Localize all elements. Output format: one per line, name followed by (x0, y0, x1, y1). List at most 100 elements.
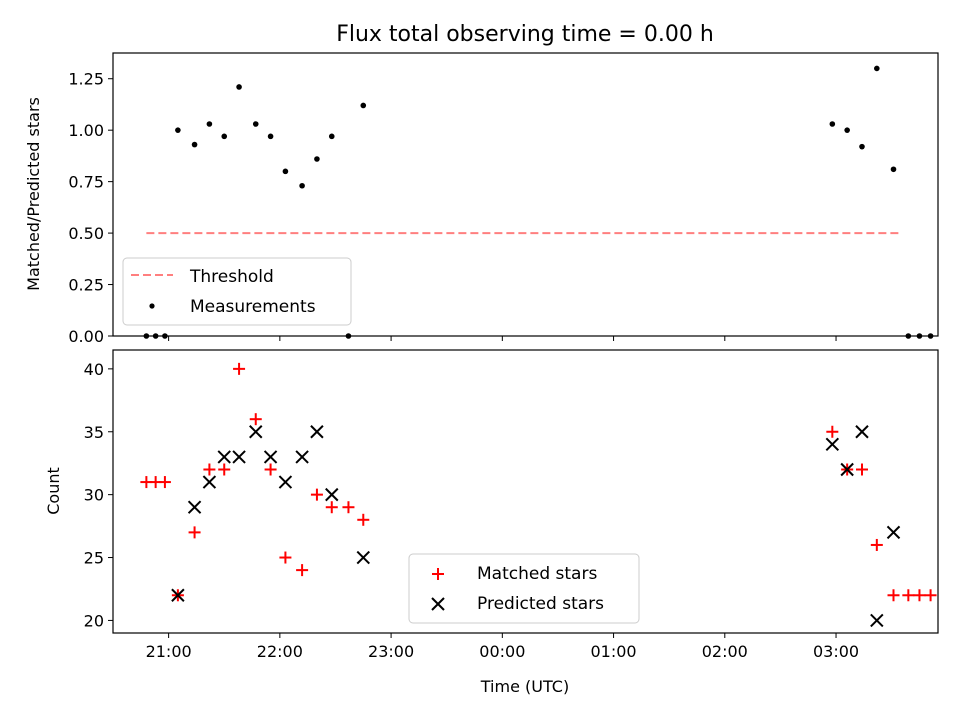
measurement-point (829, 121, 836, 127)
top-y-axis: 0.00 0.25 0.50 0.75 1.00 1.25 (68, 70, 113, 346)
bottom-plot-area (140, 362, 937, 628)
bottom-y-tick-label: 25 (84, 549, 104, 568)
top-panel: 0.00 0.25 0.50 0.75 1.00 1.25 Matched/Predict… (24, 52, 939, 346)
predicted-star-point (840, 462, 854, 477)
top-y-axis-label: Matched/Predicted stars (24, 97, 43, 291)
bottom-x-tick-label: 03:00 (813, 642, 859, 661)
predicted-star-point (187, 500, 202, 514)
bottom-axes-frame (112, 349, 939, 634)
measurement-point (191, 141, 198, 148)
predicted-marker-b (202, 475, 217, 489)
matched-star-point (870, 538, 883, 551)
matched-star-point (325, 501, 338, 514)
predicted-star-point (249, 425, 263, 439)
matched-star-point (826, 425, 839, 438)
bottom-y-tick-label: 20 (84, 611, 104, 630)
legend-predicted-label: Predicted stars (477, 594, 604, 614)
top-y-tick-label: 0.50 (68, 224, 104, 243)
matched-star-point (342, 501, 355, 514)
measurement-point (206, 121, 213, 127)
predicted-star-point (295, 450, 309, 464)
bottom-y-axis-label: Count (44, 467, 63, 515)
predicted-marker-b (855, 425, 869, 439)
bottom-y-tick-label: 30 (84, 486, 104, 505)
measurement-point (844, 127, 850, 133)
bottom-x-axis: 21:00 22:00 23:00 00:00 01:00 02:00 03:00 (146, 633, 859, 661)
measurement-point (890, 166, 897, 173)
matched-star-point (279, 551, 292, 564)
predicted-marker-b (295, 450, 309, 464)
predicted-star-point (325, 487, 339, 502)
matched-star-point (296, 564, 309, 577)
predicted-star-point (232, 450, 246, 464)
predicted-marker-b (217, 450, 231, 464)
predicted-marker-b (263, 450, 278, 464)
top-axes-frame (112, 52, 939, 337)
predicted-star-point (870, 613, 884, 628)
matched-star-point (855, 463, 868, 476)
matched-star-point (249, 413, 262, 426)
predicted-star-point (855, 425, 869, 439)
measurement-point (299, 182, 305, 189)
bottom-x-tick-label: 22:00 (257, 642, 303, 661)
top-plot-area (143, 65, 934, 339)
measurement-point (267, 133, 274, 140)
predicted-marker-b (870, 613, 884, 628)
predicted-star-point (356, 550, 370, 565)
predicted-star-point (310, 425, 324, 439)
legend-matched-label: Matched stars (477, 564, 597, 584)
matched-star-point (887, 589, 900, 602)
matched-star-point (902, 589, 915, 602)
matched-star-point (913, 589, 926, 602)
predicted-marker-b (171, 588, 185, 602)
bottom-x-tick-label: 01:00 (591, 642, 637, 661)
measurement-point (874, 65, 880, 72)
measurement-point (236, 84, 242, 90)
predicted-marker-b (249, 425, 263, 439)
matched-star-point (357, 513, 370, 526)
measurement-point (859, 143, 865, 150)
predicted-star-point (171, 588, 185, 602)
predicted-star-point (886, 525, 901, 540)
measurement-point (221, 133, 228, 140)
top-y-tick-label: 0.75 (68, 173, 104, 192)
predicted-marker-b (310, 425, 324, 439)
bottom-legend: Matched stars Predicted stars (408, 553, 640, 624)
top-legend-box (122, 257, 352, 326)
predicted-marker-b (825, 437, 840, 452)
predicted-star-point (263, 450, 278, 464)
top-y-tick-label: 0.00 (68, 327, 104, 346)
bottom-y-axis: 20 25 30 35 40 (84, 360, 113, 630)
predicted-marker-b (278, 475, 293, 489)
top-y-tick-label: 0.25 (68, 276, 104, 295)
predicted-marker-b (187, 500, 202, 514)
legend-measurements-label: Measurements (190, 297, 316, 317)
matched-star-point (310, 488, 323, 501)
measurement-point (314, 156, 320, 162)
predicted-marker-b (356, 550, 370, 565)
predicted-marker-b (325, 487, 339, 502)
measurement-point (360, 102, 367, 109)
predicted-star-point (825, 437, 840, 452)
legend-measurements-swatch (149, 303, 155, 309)
matched-star-point (203, 463, 216, 476)
legend-predicted-swatch (431, 597, 445, 611)
measurement-point (252, 121, 259, 127)
top-y-tick-label: 1.00 (68, 121, 104, 140)
chart-title: Flux total observing time = 0.00 h (336, 22, 714, 47)
measurement-point (282, 168, 289, 175)
top-y-tick-label: 1.25 (68, 70, 104, 89)
matched-star-point (188, 526, 201, 539)
measurement-point (328, 133, 335, 140)
matched-star-point (233, 362, 246, 375)
matched-star-point (924, 589, 937, 602)
top-legend: Threshold Measurements (122, 257, 352, 326)
bottom-legend-box (408, 553, 640, 624)
measurement-point (175, 127, 181, 133)
legend-matched-swatch (432, 568, 444, 580)
predicted-marker-b (232, 450, 246, 464)
bottom-x-tick-label: 00:00 (479, 642, 525, 661)
bottom-x-tick-label: 02:00 (702, 642, 748, 661)
bottom-x-tick-label: 23:00 (368, 642, 414, 661)
